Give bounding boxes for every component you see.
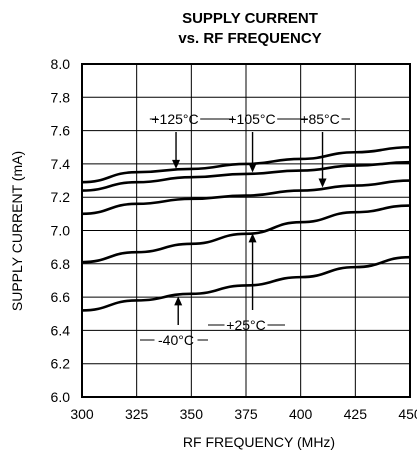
y-tick-label: 7.8 [51,89,71,105]
y-axis-tick-labels: 6.0 6.2 6.4 6.6 6.8 7.0 7.2 7.4 7.6 7.8 8.0 [51,56,71,405]
y-tick-label: 6.0 [51,389,71,405]
series-label: -40°C [158,332,194,348]
x-tick-label: 375 [234,406,258,422]
y-tick-label: 7.0 [51,223,71,239]
x-tick-label: 325 [125,406,149,422]
series-label: +125°C [151,111,198,127]
series-label: +85°C [300,111,339,127]
chart-title-line-1: SUPPLY CURRENT [182,10,318,27]
y-tick-label: 8.0 [51,56,71,72]
y-tick-label: 6.2 [51,356,71,372]
series-annotations: +125°C +105°C +85°C +25°C -40°C [140,111,350,348]
y-tick-label: 7.2 [51,189,71,205]
x-tick-label: 425 [344,406,368,422]
series-line-4 [81,255,411,312]
x-tick-label: 350 [180,406,204,422]
y-tick-label: 6.4 [51,322,71,338]
y-tick-label: 7.4 [51,156,71,172]
series-line-2 [81,179,411,216]
x-tick-label: 300 [70,406,94,422]
arrowhead [248,233,257,243]
x-axis-label: RF FREQUENCY (MHz) [183,434,335,450]
y-tick-label: 7.6 [51,123,71,139]
y-tick-label: 6.6 [51,289,71,305]
arrowhead [172,159,181,169]
series-line-1 [81,160,411,192]
arrowhead [318,178,327,188]
x-tick-label: 450 [398,406,417,422]
arrowhead [174,296,183,306]
series-line-3 [81,204,411,264]
x-axis-tick-labels: 300 325 350 375 400 425 450 [70,406,417,422]
y-axis-label: SUPPLY CURRENT (mA) [9,151,25,311]
y-tick-label: 6.8 [51,256,71,272]
plot-frame [81,63,411,398]
series-line-0 [81,145,411,184]
series-label: +25°C [226,317,265,333]
chart-title-line-2: vs. RF FREQUENCY [178,30,321,47]
series-label: +105°C [228,111,275,127]
x-tick-label: 400 [289,406,313,422]
series-curves [81,145,411,312]
arrowhead [248,163,257,173]
